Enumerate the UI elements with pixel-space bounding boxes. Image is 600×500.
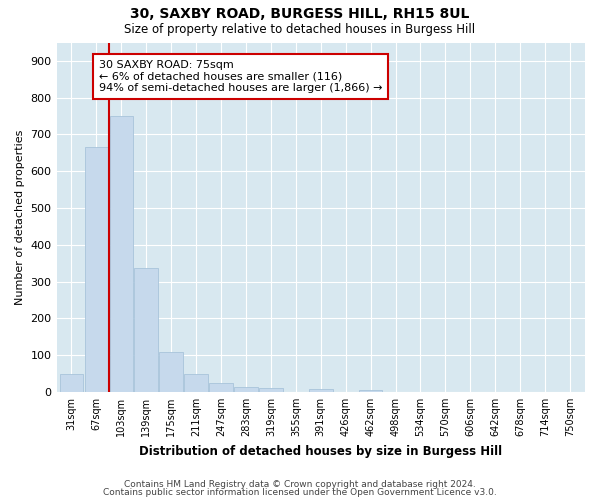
Text: Size of property relative to detached houses in Burgess Hill: Size of property relative to detached ho… bbox=[124, 22, 476, 36]
X-axis label: Distribution of detached houses by size in Burgess Hill: Distribution of detached houses by size … bbox=[139, 444, 502, 458]
Bar bbox=[359, 390, 382, 392]
Bar bbox=[234, 387, 258, 392]
Bar bbox=[209, 382, 233, 392]
Bar bbox=[59, 374, 83, 392]
Bar bbox=[309, 390, 332, 392]
Text: 30, SAXBY ROAD, BURGESS HILL, RH15 8UL: 30, SAXBY ROAD, BURGESS HILL, RH15 8UL bbox=[130, 8, 470, 22]
Bar bbox=[160, 352, 183, 392]
Text: Contains HM Land Registry data © Crown copyright and database right 2024.: Contains HM Land Registry data © Crown c… bbox=[124, 480, 476, 489]
Bar bbox=[110, 116, 133, 392]
Bar bbox=[85, 148, 108, 392]
Bar bbox=[259, 388, 283, 392]
Text: 30 SAXBY ROAD: 75sqm
← 6% of detached houses are smaller (116)
94% of semi-detac: 30 SAXBY ROAD: 75sqm ← 6% of detached ho… bbox=[99, 60, 382, 93]
Y-axis label: Number of detached properties: Number of detached properties bbox=[15, 130, 25, 305]
Bar bbox=[134, 268, 158, 392]
Text: Contains public sector information licensed under the Open Government Licence v3: Contains public sector information licen… bbox=[103, 488, 497, 497]
Bar bbox=[184, 374, 208, 392]
